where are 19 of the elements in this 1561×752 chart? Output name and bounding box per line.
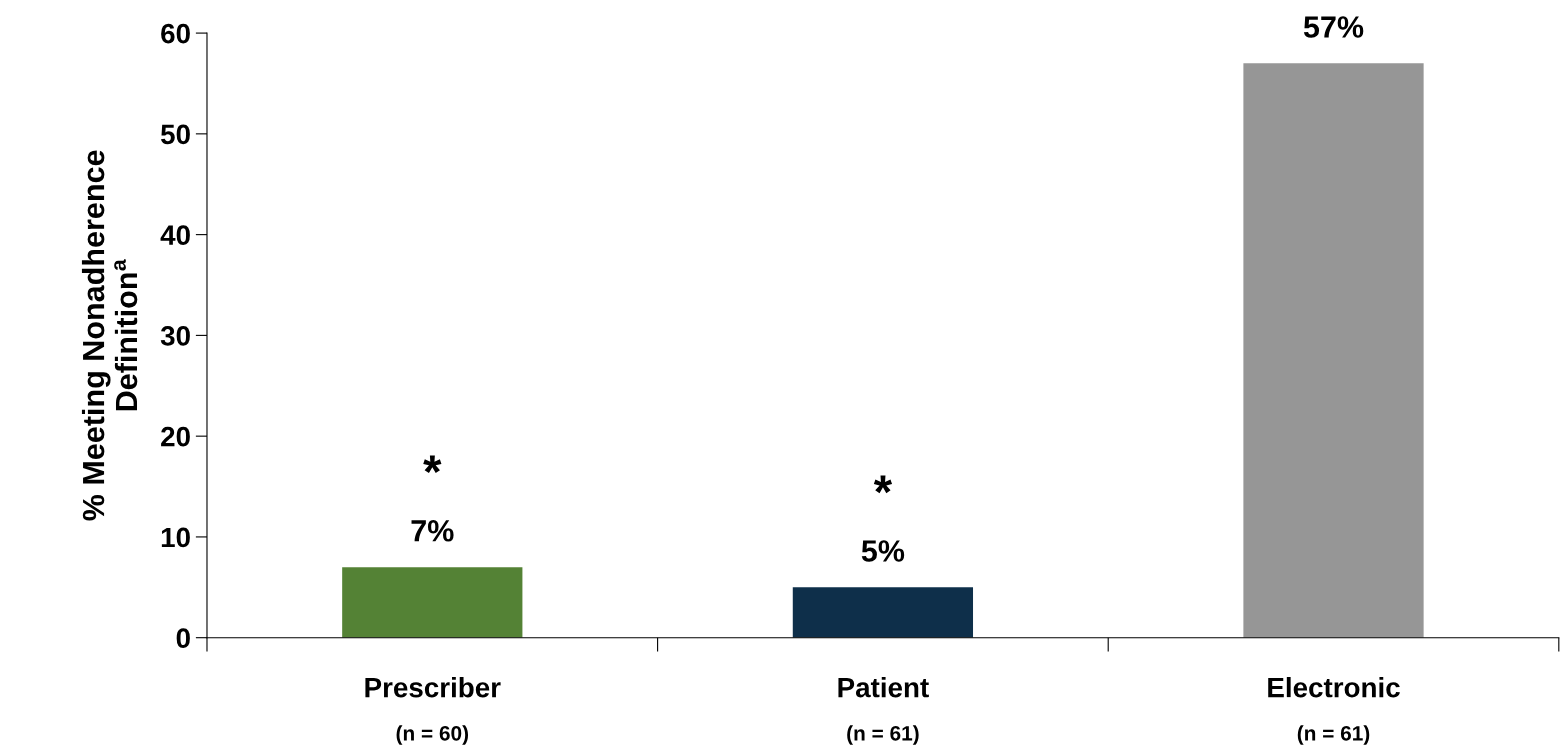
annotation: * bbox=[873, 475, 893, 494]
x-tick-label: Prescriber (n = 60) bbox=[365, 677, 501, 745]
bar bbox=[792, 587, 974, 638]
x-tick-label: Electronic (n = 61) bbox=[1268, 677, 1400, 745]
annotation: * bbox=[423, 455, 442, 473]
y-tick-label: 40 bbox=[160, 225, 190, 245]
bar bbox=[1243, 63, 1424, 638]
bar bbox=[342, 567, 523, 638]
data-label: 7% bbox=[411, 520, 454, 542]
data-label: 57% bbox=[1303, 16, 1364, 38]
y-axis-title: % Meeting Nonadherence Definition$^{a}$ bbox=[81, 150, 138, 521]
y-tick-label: 50 bbox=[160, 124, 190, 145]
y-tick-label: 10 bbox=[161, 527, 190, 548]
x-tick-label: Patient (n = 61) bbox=[838, 677, 929, 745]
y-tick-label: 30 bbox=[160, 326, 190, 346]
data-label: 5% bbox=[861, 540, 905, 562]
y-tick-label: 60 bbox=[161, 23, 190, 44]
y-tick-label: 0 bbox=[176, 628, 190, 649]
y-tick-label: 20 bbox=[161, 426, 190, 447]
